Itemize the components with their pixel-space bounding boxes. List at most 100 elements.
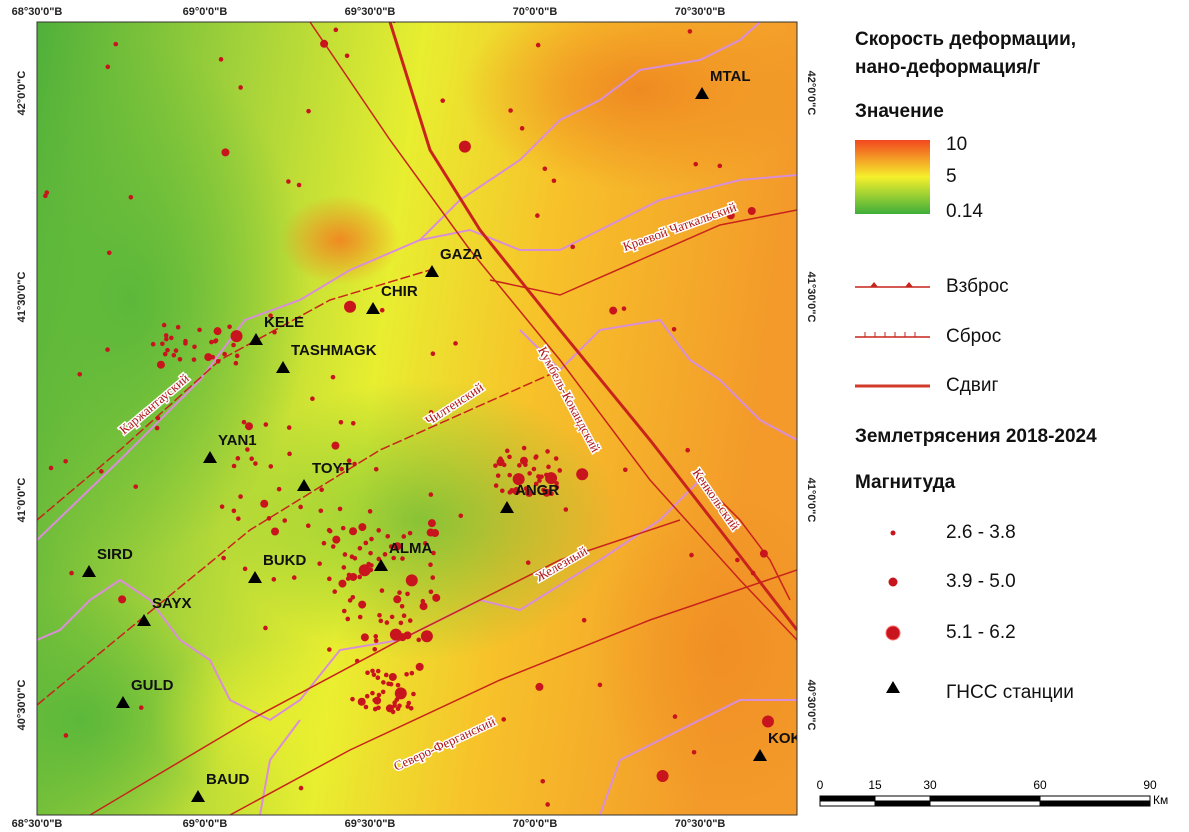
earthquake: [271, 577, 277, 582]
station: [191, 790, 205, 802]
earthquake: [347, 598, 353, 603]
earthquake: [371, 672, 377, 678]
earthquake: [395, 706, 401, 712]
earthquake: [428, 410, 434, 415]
earthquake: [160, 341, 165, 347]
earthquake: [296, 182, 302, 188]
earthquake: [260, 499, 269, 508]
earthquake: [306, 108, 311, 114]
earthquake: [493, 483, 499, 488]
border: [37, 174, 797, 541]
earthquake: [535, 682, 544, 691]
earthquake: [687, 29, 693, 34]
earthquake: [113, 41, 119, 47]
legend-label: Сброс: [946, 326, 1001, 347]
earthquake: [138, 705, 144, 710]
earthquake: [388, 544, 394, 549]
earthquake: [331, 441, 340, 450]
earthquake: [191, 357, 197, 362]
earthquake: [384, 620, 390, 625]
earthquake: [154, 425, 160, 431]
earthquake: [554, 484, 560, 490]
earthquake: [377, 613, 382, 618]
earthquake: [379, 307, 385, 313]
earthquake: [531, 466, 537, 472]
earthquake: [546, 464, 551, 470]
legend-label: Сдвиг: [946, 375, 999, 396]
earthquake: [405, 574, 418, 587]
earthquake: [400, 556, 405, 561]
earthquake: [282, 518, 288, 523]
earthquake: [383, 672, 389, 678]
earthquake: [387, 706, 392, 711]
earthquake: [380, 689, 386, 695]
earthquake: [236, 516, 241, 521]
earthquake: [369, 536, 374, 542]
station: [695, 87, 709, 99]
earthquake: [165, 347, 170, 353]
earthquake: [508, 108, 513, 113]
lon-label: 70°30'0"В: [675, 818, 726, 830]
station: [500, 501, 514, 513]
earthquake: [415, 662, 424, 671]
earthquake: [63, 733, 69, 738]
scale-label: 60: [1033, 778, 1047, 792]
earthquake: [327, 647, 332, 652]
earthquake: [557, 468, 563, 473]
earthquake: [291, 575, 297, 580]
legend-label: ГНСС станции: [946, 682, 1074, 703]
earthquake: [48, 465, 54, 471]
earthquake: [342, 552, 348, 557]
earthquake: [419, 602, 428, 611]
earthquake: [171, 352, 177, 358]
station: [276, 361, 290, 373]
earthquake: [622, 467, 628, 473]
station: [116, 696, 130, 708]
earthquake: [128, 194, 134, 200]
earthquake: [375, 668, 381, 674]
earthquake: [405, 633, 410, 639]
earthquake: [222, 351, 227, 357]
earthquake: [327, 528, 333, 534]
earthquake: [551, 178, 557, 184]
earthquake: [341, 565, 347, 570]
earthquake: [570, 244, 575, 250]
earthquake: [298, 504, 303, 510]
earthquake: [164, 336, 169, 342]
legend-symbol: [870, 282, 913, 287]
scale-label: 30: [923, 778, 937, 792]
earthquake: [227, 324, 232, 330]
earthquake: [458, 140, 471, 153]
scale-label: 15: [868, 778, 882, 792]
earthquake: [286, 425, 292, 430]
earthquake: [118, 595, 127, 604]
earthquake: [735, 557, 740, 563]
strain-surface: [37, 40, 310, 560]
earthquake: [363, 704, 369, 710]
earthquake: [420, 598, 426, 604]
earthquake: [263, 422, 269, 427]
strain-surface: [460, 22, 797, 190]
station-label: SAYX: [152, 595, 191, 612]
earthquake: [192, 344, 197, 350]
earthquake: [366, 561, 371, 567]
earthquake: [388, 672, 397, 681]
earthquake: [656, 769, 669, 782]
legend-heading: Землетрясения 2018-2024: [855, 426, 1097, 447]
earthquake: [156, 360, 165, 369]
station-label: GULD: [131, 677, 174, 694]
earthquake: [244, 422, 253, 431]
station-label: TOYT: [312, 460, 352, 477]
station: [248, 571, 262, 583]
earthquake: [363, 540, 369, 546]
earthquake: [173, 348, 179, 353]
border: [599, 699, 797, 815]
lat-label: 41°30'0"С: [16, 272, 28, 323]
earthquake: [271, 527, 280, 536]
station-label: KOKA: [768, 730, 812, 747]
earthquake: [286, 179, 291, 184]
earthquake: [230, 330, 243, 343]
earthquake: [495, 473, 501, 478]
border: [37, 479, 701, 722]
